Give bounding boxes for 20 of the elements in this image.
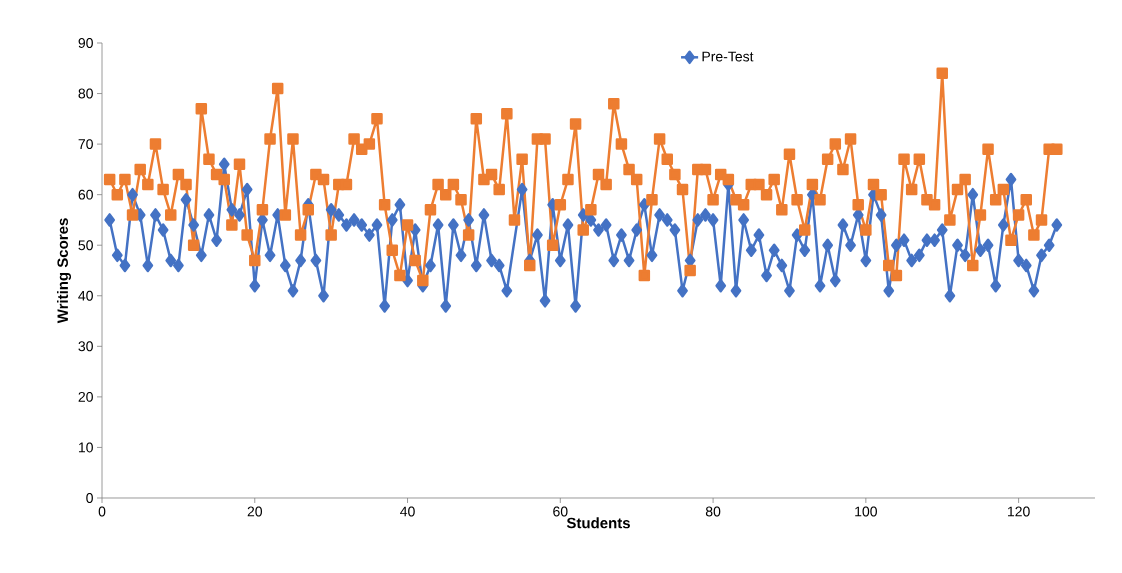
x-tick-label: 60 <box>553 506 568 517</box>
x-tick-label: 0 <box>98 506 106 517</box>
x-tick-label: 100 <box>855 506 877 517</box>
y-tick-label: 20 <box>78 391 93 402</box>
y-tick-label: 70 <box>78 139 93 150</box>
x-axis-title: Students <box>566 517 630 529</box>
y-tick-label: 10 <box>78 442 93 453</box>
legend-label: Pre-Test <box>702 51 754 62</box>
y-tick-label: 0 <box>86 493 93 503</box>
y-axis-title: Writing Scores <box>56 218 72 324</box>
y-tick-label: 30 <box>78 341 93 352</box>
x-tick-label: 120 <box>1008 506 1030 517</box>
x-tick-label: 20 <box>247 506 263 517</box>
y-tick-label: 90 <box>78 38 93 48</box>
y-tick-label: 40 <box>78 290 93 301</box>
x-tick-label: 40 <box>400 506 415 517</box>
x-tick-label: 80 <box>705 506 721 517</box>
y-tick-label: 80 <box>78 88 93 99</box>
y-tick-label: 50 <box>78 240 93 251</box>
y-tick-label: 60 <box>78 189 93 200</box>
